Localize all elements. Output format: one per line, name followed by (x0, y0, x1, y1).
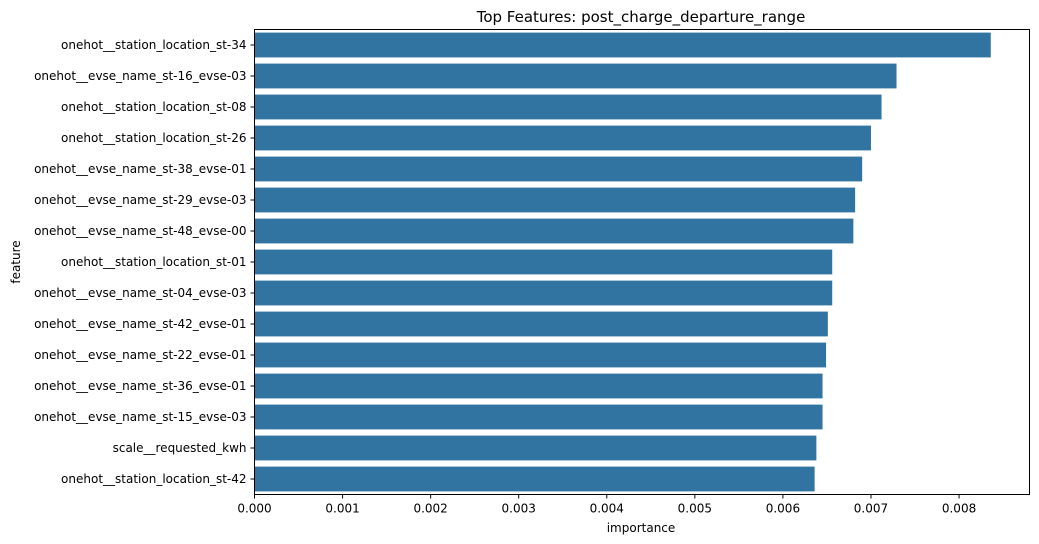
x-tick-label-0: 0.000 (237, 502, 271, 516)
y-tick-label-9: onehot__evse_name_st-42_evse-01 (34, 317, 246, 331)
y-tick-label-2: onehot__station_location_st-08 (61, 100, 246, 114)
x-tick-label-8: 0.008 (942, 502, 976, 516)
chart-title: Top Features: post_charge_departure_rang… (476, 8, 806, 27)
y-tick-label-13: scale__requested_kwh (113, 441, 247, 455)
x-axis-label: importance (607, 521, 676, 535)
bar-5 (254, 187, 856, 213)
x-tick-label-2: 0.002 (413, 502, 447, 516)
x-tick-label-7: 0.007 (854, 502, 888, 516)
bar-12 (254, 404, 823, 430)
bar-14 (254, 466, 815, 492)
y-tick-label-0: onehot__station_location_st-34 (61, 38, 246, 52)
bar-0 (254, 32, 991, 58)
y-tick-label-4: onehot__evse_name_st-38_evse-01 (34, 162, 246, 176)
bar-3 (254, 125, 871, 151)
bar-7 (254, 249, 833, 275)
x-tick-label-5: 0.005 (678, 502, 712, 516)
x-tick-label-4: 0.004 (590, 502, 624, 516)
bar-9 (254, 311, 828, 337)
y-axis-label: feature (9, 240, 23, 283)
plot-frame (254, 29, 1030, 495)
bar-11 (254, 373, 823, 399)
bar-13 (254, 435, 817, 461)
y-tick-label-12: onehot__evse_name_st-15_evse-03 (34, 410, 246, 424)
y-tick-label-6: onehot__evse_name_st-48_evse-00 (34, 224, 246, 238)
bar-1 (254, 63, 897, 89)
y-tick-label-10: onehot__evse_name_st-22_evse-01 (34, 348, 246, 362)
bar-2 (254, 94, 882, 120)
x-ticks-group: 0.000 0.001 0.002 0.003 0.004 0.005 0.006 0.007… (237, 494, 976, 516)
x-tick-label-3: 0.003 (502, 502, 536, 516)
y-tick-label-3: onehot__station_location_st-26 (61, 131, 246, 145)
y-tick-label-11: onehot__evse_name_st-36_evse-01 (34, 379, 246, 393)
y-tick-label-5: onehot__evse_name_st-29_evse-03 (34, 193, 246, 207)
x-tick-label-1: 0.001 (325, 502, 359, 516)
bar-4 (254, 156, 863, 182)
bar-10 (254, 342, 827, 368)
y-tick-label-1: onehot__evse_name_st-16_evse-03 (34, 69, 246, 83)
bars-group (254, 32, 991, 492)
y-tick-label-14: onehot__station_location_st-42 (61, 472, 246, 486)
x-tick-label-6: 0.006 (766, 502, 800, 516)
y-ticks-group: onehot__station_location_st-34 onehot__ev… (34, 38, 255, 486)
y-tick-label-7: onehot__station_location_st-01 (61, 255, 246, 269)
bar-8 (254, 280, 833, 306)
bar-6 (254, 218, 854, 244)
y-tick-label-8: onehot__evse_name_st-04_evse-03 (34, 286, 246, 300)
